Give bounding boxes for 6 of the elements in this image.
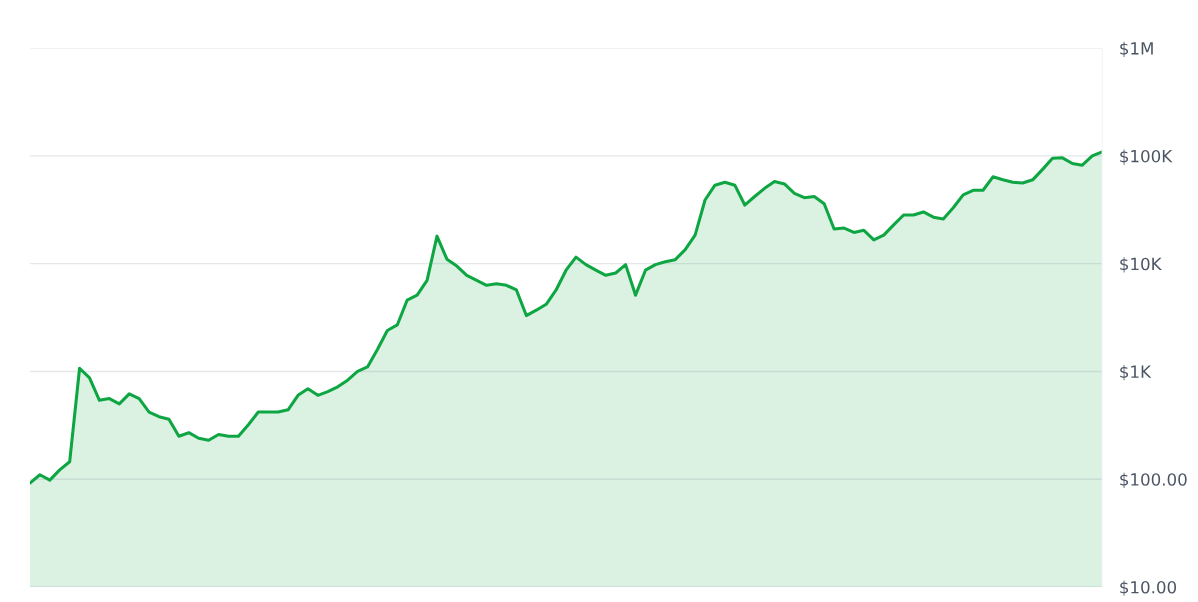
y-tick-label: $10.00	[1120, 580, 1177, 596]
y-tick-label: $1K	[1120, 365, 1152, 381]
y-tick-label: $100K	[1120, 149, 1173, 165]
y-tick-label: $100.00	[1120, 472, 1187, 488]
y-tick-label: $10K	[1120, 257, 1162, 273]
y-tick-label: $1M	[1120, 41, 1153, 57]
